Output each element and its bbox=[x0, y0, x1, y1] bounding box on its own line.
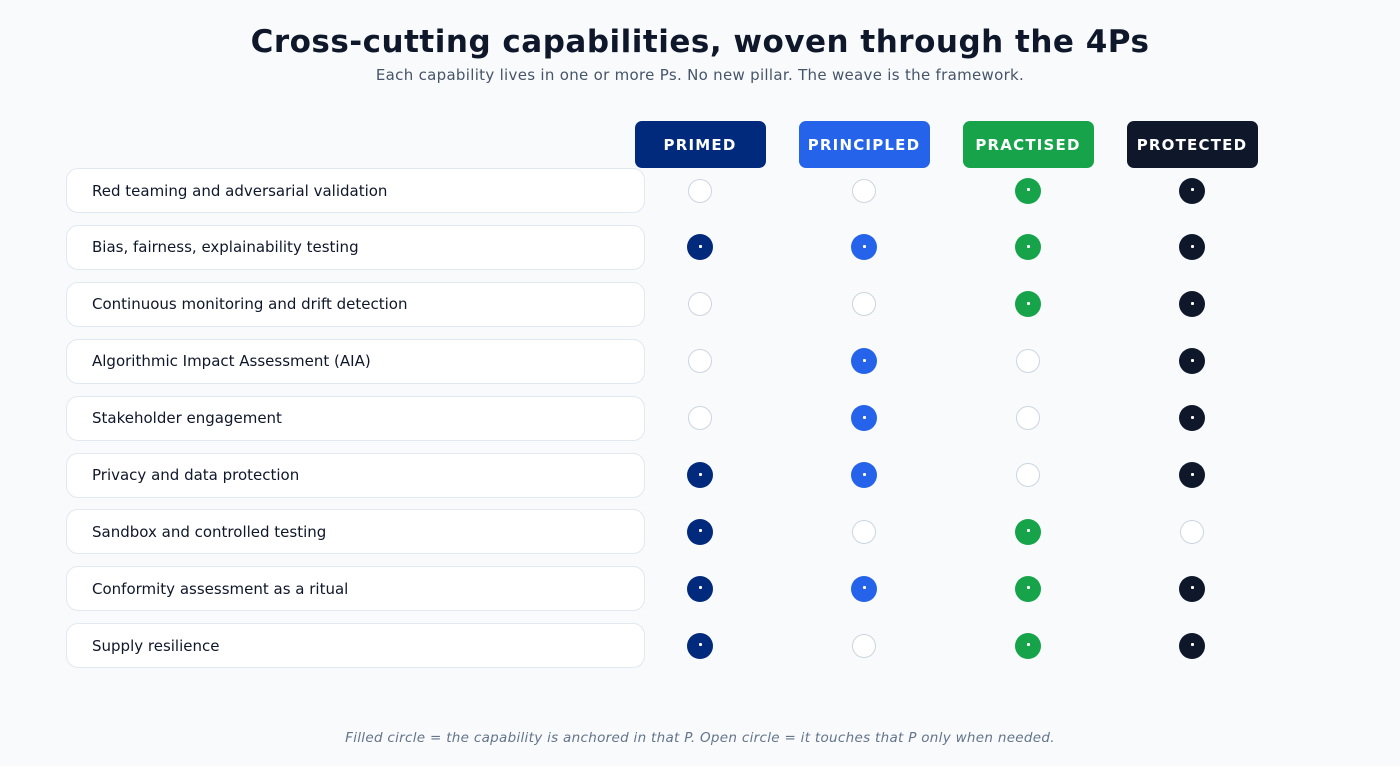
anchored-circle-primed bbox=[687, 234, 713, 261]
circle-center-dot bbox=[862, 415, 866, 419]
capability-label: Sandbox and controlled testing bbox=[66, 509, 645, 555]
anchored-circle-principled bbox=[851, 348, 877, 375]
anchored-circle-principled bbox=[851, 234, 877, 261]
open-circle-principled bbox=[852, 178, 876, 203]
page-subtitle: Each capability lives in one or more Ps.… bbox=[375, 66, 1025, 84]
column-header-protected: PROTECTED bbox=[1126, 121, 1258, 168]
circle-center-dot bbox=[698, 529, 702, 533]
capability-label: Bias, fairness, explainability testing bbox=[66, 224, 645, 270]
anchored-circle-principled bbox=[851, 462, 877, 488]
capability-label: Algorithmic Impact Assessment (AIA) bbox=[66, 338, 645, 384]
anchored-circle-protected bbox=[1179, 177, 1205, 204]
circle-center-dot bbox=[862, 472, 866, 476]
circle-center-dot bbox=[1026, 244, 1030, 248]
circle-center-dot bbox=[698, 643, 702, 647]
circle-center-dot bbox=[1190, 415, 1194, 419]
anchored-circle-protected bbox=[1179, 575, 1205, 602]
open-circle-protected bbox=[1180, 519, 1204, 544]
circle-center-dot bbox=[1026, 301, 1030, 305]
capability-label: Supply resilience bbox=[66, 623, 645, 669]
circle-center-dot bbox=[1190, 586, 1194, 590]
anchored-circle-protected bbox=[1179, 348, 1205, 375]
circle-center-dot bbox=[862, 586, 866, 590]
circle-center-dot bbox=[1190, 188, 1194, 191]
open-circle-primed bbox=[688, 292, 712, 317]
circle-center-dot bbox=[862, 358, 866, 362]
open-circle-practised bbox=[1016, 463, 1040, 487]
anchored-circle-primed bbox=[687, 462, 713, 488]
open-circle-practised bbox=[1016, 406, 1040, 431]
anchored-circle-practised bbox=[1015, 632, 1041, 659]
circle-center-dot bbox=[1026, 188, 1030, 191]
capability-label: Red teaming and adversarial validation bbox=[66, 168, 645, 213]
circle-center-dot bbox=[1190, 358, 1194, 362]
capability-label: Continuous monitoring and drift detectio… bbox=[66, 281, 645, 327]
capability-label: Privacy and data protection bbox=[66, 452, 645, 498]
anchored-circle-protected bbox=[1179, 291, 1205, 318]
page-title: Cross-cutting capabilities, woven throug… bbox=[250, 24, 1150, 60]
column-header-practised: PRACTISED bbox=[962, 121, 1094, 168]
open-circle-primed bbox=[688, 406, 712, 431]
circle-center-dot bbox=[1026, 643, 1030, 647]
circle-center-dot bbox=[862, 244, 866, 248]
circle-center-dot bbox=[698, 472, 702, 476]
open-circle-principled bbox=[852, 633, 876, 658]
anchored-circle-principled bbox=[851, 575, 877, 602]
anchored-circle-practised bbox=[1015, 518, 1041, 545]
circle-center-dot bbox=[1190, 643, 1194, 647]
open-circle-principled bbox=[852, 292, 876, 317]
circle-center-dot bbox=[698, 244, 702, 248]
circle-center-dot bbox=[1190, 472, 1194, 476]
legend-footnote: Filled circle = the capability is anchor… bbox=[345, 730, 1055, 746]
anchored-circle-practised bbox=[1015, 177, 1041, 204]
open-circle-practised bbox=[1016, 349, 1040, 374]
capability-label: Conformity assessment as a ritual bbox=[66, 566, 645, 612]
anchored-circle-practised bbox=[1015, 234, 1041, 261]
column-header-principled: PRINCIPLED bbox=[798, 121, 930, 168]
circle-center-dot bbox=[1026, 586, 1030, 590]
anchored-circle-protected bbox=[1179, 405, 1205, 432]
open-circle-primed bbox=[688, 178, 712, 203]
anchored-circle-primed bbox=[687, 518, 713, 545]
anchored-circle-practised bbox=[1015, 291, 1041, 318]
anchored-circle-principled bbox=[851, 405, 877, 432]
circle-center-dot bbox=[1190, 301, 1194, 305]
circle-center-dot bbox=[698, 586, 702, 590]
anchored-circle-primed bbox=[687, 632, 713, 659]
column-header-primed: PRIMED bbox=[634, 121, 766, 168]
open-circle-principled bbox=[852, 519, 876, 544]
open-circle-primed bbox=[688, 349, 712, 374]
capability-label: Stakeholder engagement bbox=[66, 395, 645, 441]
anchored-circle-protected bbox=[1179, 462, 1205, 488]
anchored-circle-protected bbox=[1179, 234, 1205, 261]
anchored-circle-protected bbox=[1179, 632, 1205, 659]
anchored-circle-practised bbox=[1015, 575, 1041, 602]
circle-center-dot bbox=[1190, 244, 1194, 248]
anchored-circle-primed bbox=[687, 575, 713, 602]
circle-center-dot bbox=[1026, 529, 1030, 533]
